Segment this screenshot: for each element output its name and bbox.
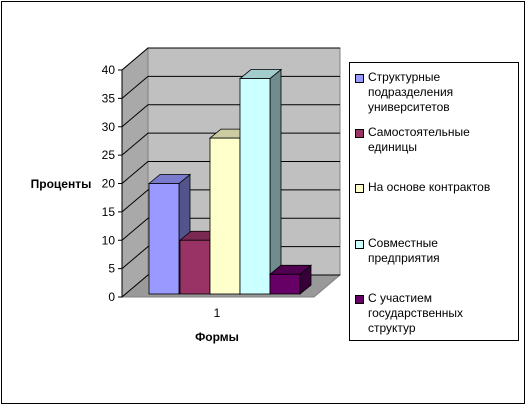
legend-label-state: С участием государственных структур — [368, 291, 518, 336]
y-tick-label: 35 — [102, 91, 116, 105]
bar-front — [179, 239, 211, 295]
legend-label-structural: Структурные подразделения университетов — [368, 70, 518, 115]
legend-line: На основе контрактов — [368, 180, 491, 194]
legend-line: Структурные — [368, 70, 441, 84]
y-tick-label: 15 — [102, 205, 116, 219]
y-tick-label: 30 — [102, 120, 116, 134]
x-axis-label: Формы — [195, 330, 239, 344]
legend-line: Совместные — [368, 236, 438, 250]
legend-line: единицы — [368, 140, 417, 154]
bar-front — [148, 183, 180, 295]
legend-swatch-independent — [355, 129, 364, 138]
legend-line: университетов — [368, 100, 450, 114]
bar — [238, 68, 283, 295]
gridline — [121, 47, 340, 71]
legend-label-contracts: На основе контрактов — [368, 180, 518, 195]
legend-line: С участием — [368, 291, 433, 305]
y-axis-label: Проценты — [31, 177, 92, 191]
bar-front — [239, 78, 271, 295]
bars — [147, 68, 313, 295]
axes: 0 5 10 15 20 25 30 35 40 1 — [102, 63, 221, 320]
legend-line: государственных — [368, 306, 464, 320]
bar-side — [269, 68, 282, 295]
legend: Структурные подразделения университетов … — [349, 62, 519, 341]
bar — [268, 264, 313, 295]
legend-line: предприятия — [368, 251, 440, 265]
legend-label-joint: Совместные предприятия — [368, 236, 518, 266]
legend-swatch-contracts — [355, 184, 364, 193]
y-tick-label: 20 — [102, 177, 116, 191]
y-tick-label: 0 — [108, 290, 115, 304]
legend-swatch-state — [355, 295, 364, 304]
legend-line: Самостоятельные — [368, 125, 470, 139]
y-tick-label: 40 — [102, 63, 116, 77]
y-tick-label: 5 — [108, 262, 115, 276]
legend-label-independent: Самостоятельные единицы — [368, 125, 518, 155]
legend-line: структур — [368, 321, 416, 335]
y-tick-label: 25 — [102, 148, 116, 162]
y-tick-label: 10 — [102, 233, 116, 247]
x-tick-label: 1 — [214, 306, 221, 320]
legend-line: подразделения — [368, 85, 454, 99]
legend-swatch-joint — [355, 240, 364, 249]
bar-front — [269, 273, 301, 295]
bar-front — [209, 137, 241, 295]
legend-swatch-structural — [355, 74, 364, 83]
